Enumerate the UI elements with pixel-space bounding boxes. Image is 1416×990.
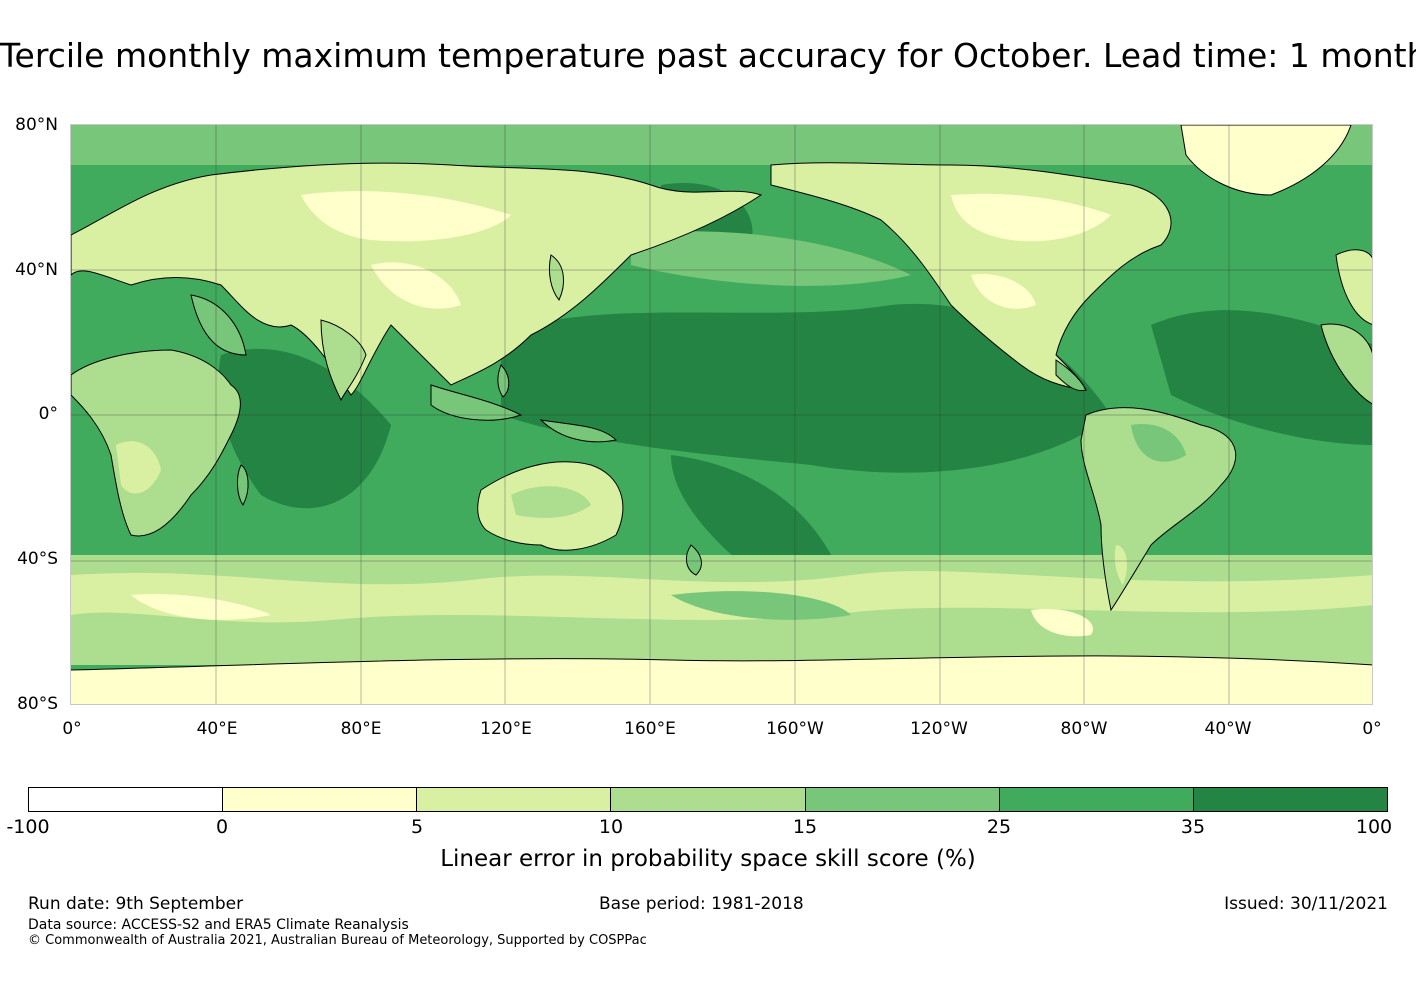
run-date: Run date: 9th September: [28, 894, 244, 914]
lon-label-160w: 160°W: [766, 719, 824, 739]
map-svg: [71, 125, 1372, 704]
tropical-pacific-high-skill: [501, 303, 1111, 473]
lon-label-40w: 40°W: [1204, 719, 1252, 739]
western-europe-edge: [1335, 249, 1372, 325]
australia-interior: [511, 486, 591, 518]
philippines: [497, 364, 510, 398]
colorbar-tick-2: 5: [410, 816, 424, 838]
colorbar-segment-5: [805, 788, 1000, 811]
lon-label-120w: 120°W: [910, 719, 968, 739]
colorbar-tick-3: 10: [598, 816, 624, 838]
greenland: [1180, 125, 1352, 196]
copyright: © Commonwealth of Australia 2021, Austra…: [28, 933, 647, 948]
colorbar-segment-4: [611, 788, 806, 811]
lon-label-0-right: 0°: [1362, 719, 1382, 739]
colorbar-segment-7: [1193, 788, 1387, 811]
atlantic-high-skill: [1151, 310, 1372, 445]
colorbar-label: Linear error in probability space skill …: [440, 846, 976, 872]
issued-date: Issued: 30/11/2021: [1224, 894, 1388, 914]
arabian-peninsula: [190, 294, 247, 356]
map-title: Tercile monthly maximum temperature past…: [0, 36, 1416, 75]
southern-africa-patch: [116, 441, 161, 494]
indonesia: [430, 384, 523, 421]
lon-label-80e: 80°E: [340, 719, 382, 739]
africa: [71, 349, 241, 537]
madagascar: [237, 464, 249, 506]
lat-label-0: 0°: [38, 404, 58, 424]
lon-label-40e: 40°E: [196, 719, 238, 739]
colorbar: [28, 787, 1388, 812]
west-africa-edge: [1320, 323, 1372, 405]
colorbar-tick-4: 15: [792, 816, 818, 838]
colorbar-segment-2: [223, 788, 418, 811]
lat-label-40n: 40°N: [15, 260, 58, 280]
southern-ocean-patch-2: [1031, 609, 1093, 637]
colorbar-segment-1: [29, 788, 224, 811]
southern-ocean-patch-1: [131, 594, 271, 620]
new-guinea: [539, 419, 618, 443]
colorbar-tick-1: 0: [215, 816, 229, 838]
colorbar-tick-6: 35: [1180, 816, 1206, 838]
lat-label-80n: 80°N: [15, 115, 58, 135]
siberia-low-skill: [301, 191, 511, 242]
colorbar-tick-5: 25: [986, 816, 1012, 838]
north-pacific-band: [631, 231, 911, 286]
central-america: [1055, 359, 1087, 392]
antarctica-coast: [71, 655, 1372, 671]
lat-label-40s: 40°S: [17, 549, 58, 569]
japan: [548, 254, 564, 301]
base-period: Base period: 1981-2018: [599, 894, 804, 914]
skill-score-map: [70, 124, 1373, 705]
antarctica: [71, 655, 1372, 704]
lat-label-80s: 80°S: [17, 694, 58, 714]
colorbar-tick-0: -100: [6, 816, 50, 838]
patagonia-patch: [1114, 545, 1127, 585]
south-pacific-high-skill: [671, 455, 841, 585]
lon-label-160e: 160°E: [624, 719, 676, 739]
colorbar-segment-3: [417, 788, 612, 811]
southern-ocean-patch-3: [671, 591, 851, 620]
amazon-patch: [1131, 424, 1186, 462]
india: [320, 319, 367, 402]
usa-low-skill: [971, 274, 1036, 309]
colorbar-segment-6: [999, 788, 1194, 811]
lon-label-120e: 120°E: [480, 719, 532, 739]
arctic-band: [71, 125, 1372, 165]
canada-low-skill: [951, 193, 1111, 242]
data-source: Data source: ACCESS-S2 and ERA5 Climate …: [28, 917, 409, 933]
lon-label-80w: 80°W: [1060, 719, 1108, 739]
central-asia-low-skill: [371, 262, 461, 309]
gridlines: [71, 125, 1372, 704]
new-zealand: [685, 544, 702, 576]
lon-label-0-left: 0°: [62, 719, 82, 739]
colorbar-tick-7: 100: [1355, 816, 1393, 838]
